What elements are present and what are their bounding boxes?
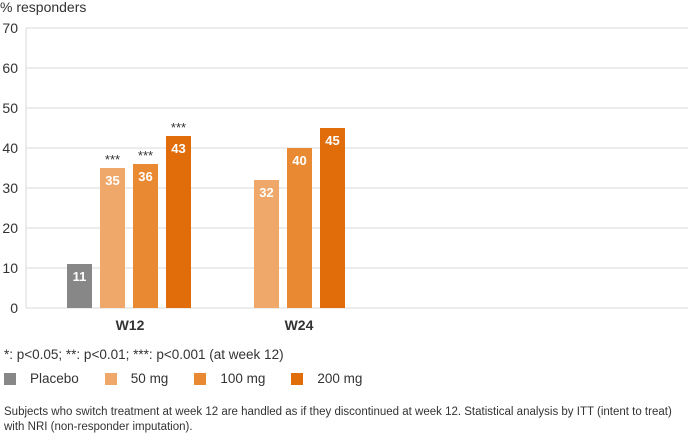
- y-tick-label: 10: [2, 260, 18, 276]
- method-note: Subjects who switch treatment at week 12…: [4, 406, 672, 433]
- significance-marker: ***: [105, 152, 120, 167]
- bar-labels: 11 35 *** 36 *** 43 *** 32 40 45: [73, 120, 340, 284]
- legend-label: 100 mg: [220, 371, 266, 386]
- x-tick-label: W24: [285, 317, 314, 333]
- bar: [133, 164, 158, 308]
- y-tick-label: 30: [2, 180, 18, 196]
- legend-label: Placebo: [30, 371, 79, 386]
- y-tick-label: 70: [2, 20, 18, 36]
- bar: [67, 264, 92, 308]
- y-tick-label: 20: [2, 220, 18, 236]
- bar: [254, 180, 279, 308]
- legend-swatch: [291, 372, 304, 385]
- bar-value-label: 45: [325, 133, 339, 148]
- bar: [320, 128, 345, 308]
- legend-item: Placebo: [4, 371, 79, 386]
- bar-value-label: 35: [105, 173, 119, 188]
- bar-value-label: 11: [73, 269, 87, 284]
- gridlines: [26, 27, 688, 309]
- bar: [166, 136, 191, 308]
- significance-footnote: *: p<0.05; **: p<0.01; ***: p<0.001 (at …: [4, 347, 284, 362]
- bar-value-label: 32: [259, 185, 273, 200]
- bar-value-label: 36: [138, 169, 152, 184]
- y-tick-label: 0: [10, 300, 18, 316]
- x-axis: W12 W24: [116, 317, 314, 333]
- x-tick-label: W12: [116, 317, 145, 333]
- bar: [100, 168, 125, 308]
- y-tick-label: 50: [2, 100, 18, 116]
- legend-label: 200 mg: [317, 371, 363, 386]
- bars: [67, 128, 345, 308]
- bar-value-label: 40: [292, 153, 306, 168]
- legend-item: 200 mg: [291, 371, 362, 386]
- legend-item: 50 mg: [104, 371, 169, 386]
- y-tick-label: 60: [2, 60, 18, 76]
- bar-value-label: 43: [171, 141, 185, 156]
- legend-label: 50 mg: [130, 371, 169, 386]
- legend-swatch: [194, 372, 207, 385]
- legend-item: 100 mg: [194, 371, 265, 386]
- significance-marker: ***: [138, 148, 153, 163]
- y-axis: 0 10 20 30 40 50 60 70: [2, 20, 27, 316]
- legend-swatch: [104, 372, 117, 385]
- bar: [287, 148, 312, 308]
- y-axis-label: % responders: [0, 0, 86, 15]
- y-tick-label: 40: [2, 140, 18, 156]
- significance-marker: ***: [171, 120, 186, 135]
- legend: Placebo 50 mg 100 mg 200 mg: [4, 371, 388, 386]
- legend-swatch: [4, 372, 16, 385]
